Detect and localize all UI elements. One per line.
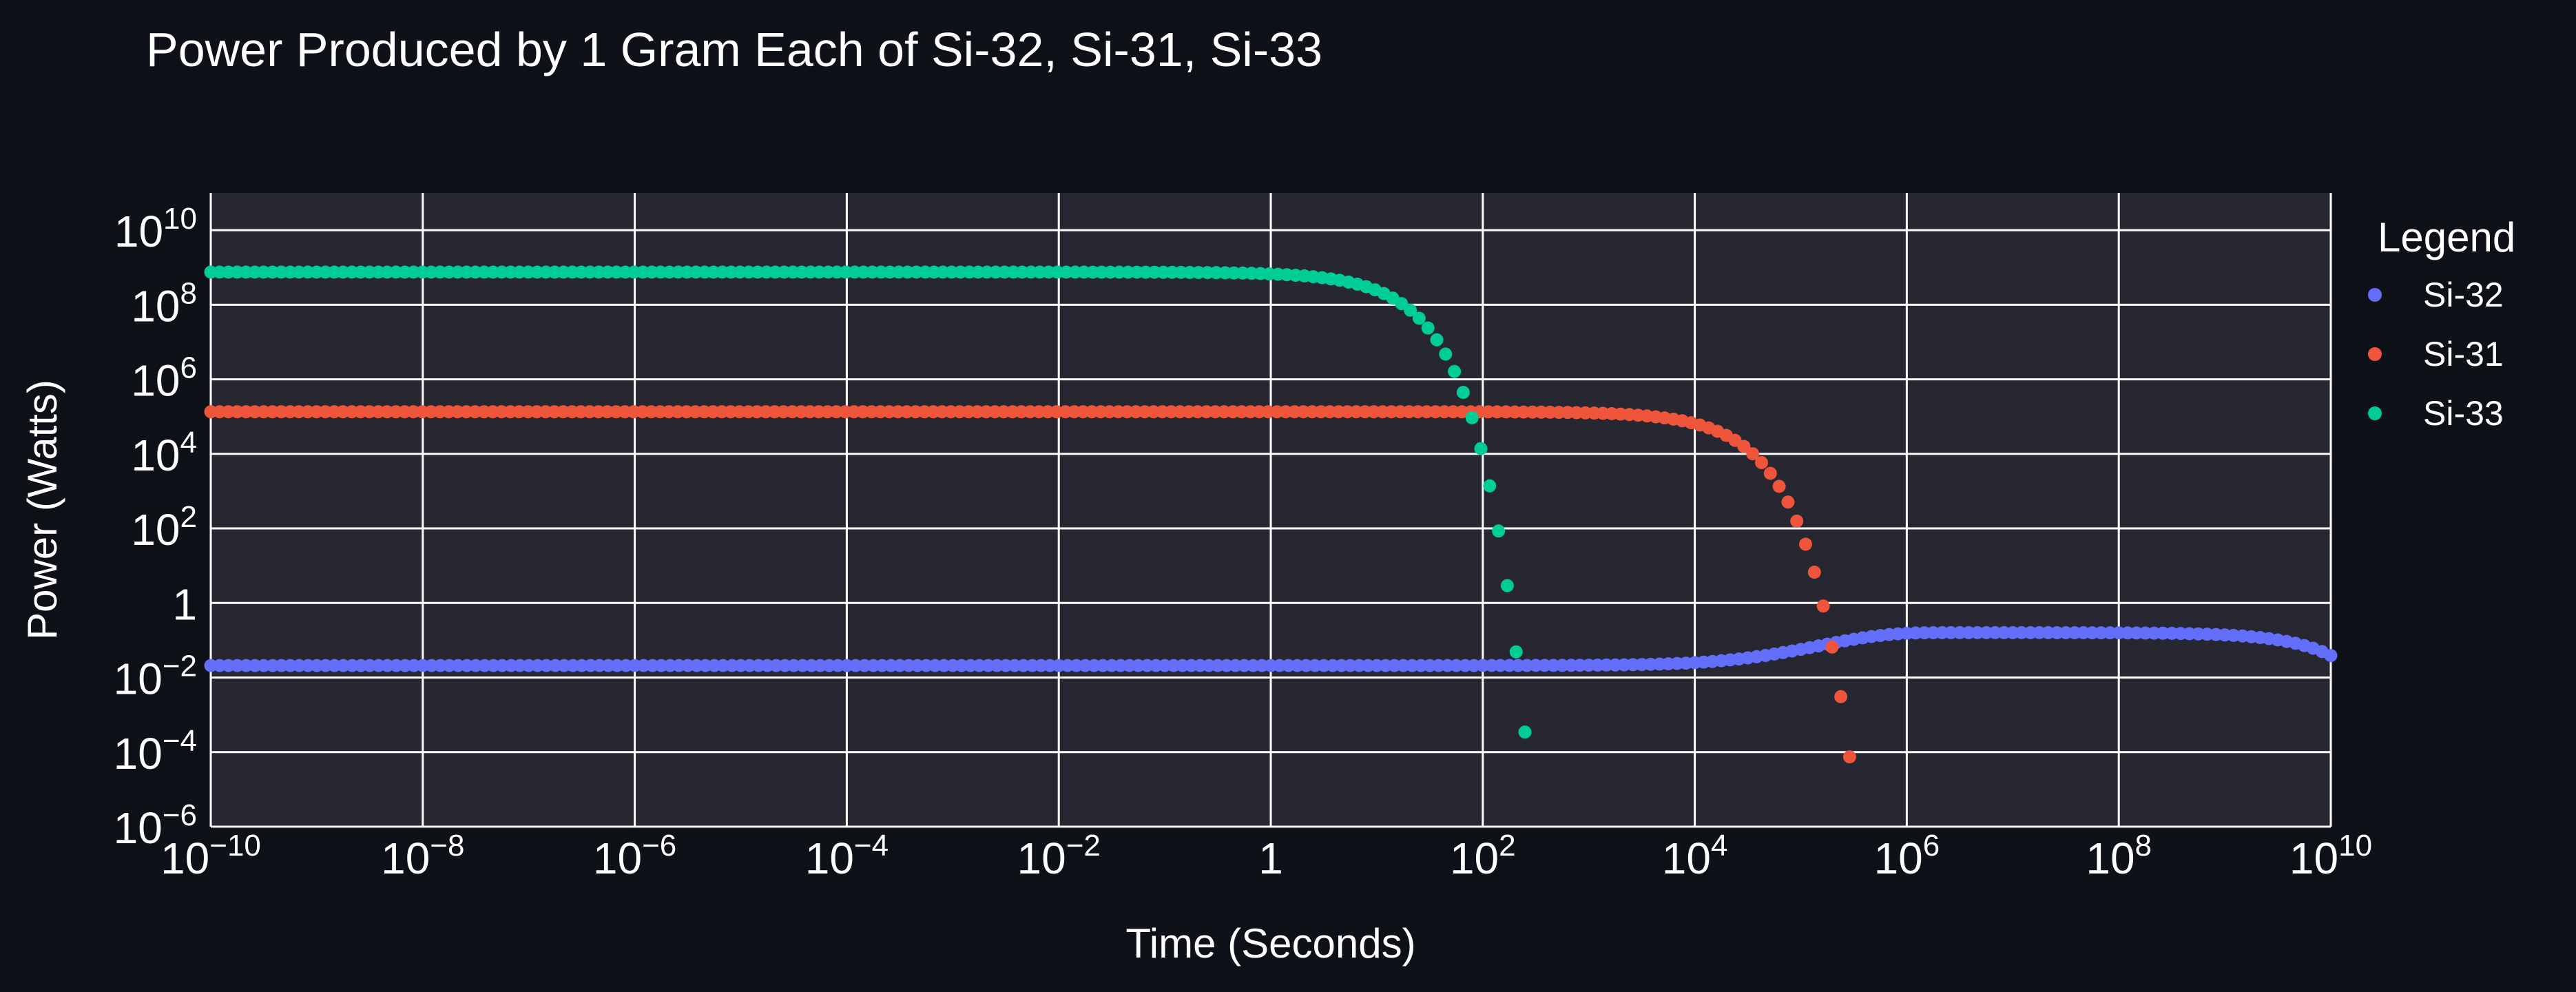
data-point [1500,579,1514,592]
y-tick-label: 1 [172,579,197,629]
data-point [1807,566,1821,579]
data-point [1448,364,1462,378]
data-point [1746,447,1760,461]
data-point [1492,524,1506,538]
data-point [1772,479,1786,493]
legend-marker [2368,347,2382,361]
x-tick-label: 10−4 [805,829,889,883]
series-si-33 [204,265,1532,739]
data-point [1474,442,1488,455]
legend-item: Si-33 [2368,394,2504,433]
legend-label: Si-32 [2423,276,2504,314]
data-point [1518,725,1532,739]
data-point [1799,537,1812,551]
legend-item: Si-31 [2368,335,2504,373]
legend: Legend Si-32 Si-31 Si-33 [2368,214,2515,433]
chart-title: Power Produced by 1 Gram Each of Si-32, … [146,23,1322,76]
data-point [1790,515,1804,528]
y-tick-label: 10−6 [114,798,197,853]
data-point [1842,750,1856,764]
series-si-31 [204,405,1856,764]
data-point [1465,411,1479,424]
series-layer [204,265,2338,764]
x-axis-label: Time (Seconds) [1125,920,1415,967]
data-point [1825,640,1839,654]
legend-label: Si-33 [2423,394,2504,433]
grid [209,193,2332,828]
y-tick-label: 1010 [114,202,197,256]
data-point [1755,456,1768,469]
data-point [1404,303,1417,317]
y-tick-label: 10−4 [114,724,197,778]
data-point [1763,466,1777,480]
y-tick-label: 104 [131,426,197,480]
series-si-32 [204,626,2338,672]
y-tick-label: 106 [131,351,197,406]
x-tick-label: 108 [2086,829,2152,883]
data-point [1816,599,1830,613]
data-point [1439,347,1453,361]
legend-label: Si-31 [2423,335,2504,373]
x-tick-label: 104 [1662,829,1728,883]
data-point [1456,386,1470,400]
data-point [1509,645,1523,659]
y-tick-label: 10−2 [114,650,197,704]
data-point [1737,440,1751,453]
data-point [2324,649,2338,663]
data-point [1781,495,1795,509]
data-point [1430,333,1444,347]
y-tick-label: 108 [131,276,197,331]
x-tick-label: 10−10 [160,829,261,883]
data-point [1412,311,1426,325]
x-tick-label: 1010 [2289,829,2372,883]
legend-item: Si-32 [2368,276,2504,314]
data-point [1834,690,1848,703]
x-tick-label: 102 [1450,829,1516,883]
x-tick-label: 106 [1874,829,1940,883]
y-axis-ticks: 10−6 10−4 10−2 1 102 104 106 108 1010 [114,202,197,853]
data-point [1421,321,1435,335]
x-tick-label: 10−6 [593,829,676,883]
x-axis-ticks: 10−10 10−8 10−6 10−4 10−2 1 102 104 106 108 1010 [160,829,2372,883]
legend-marker [2368,288,2382,302]
x-tick-label: 10−2 [1017,829,1101,883]
data-point [1483,479,1497,493]
x-tick-label: 1 [1258,834,1283,883]
x-tick-label: 10−8 [381,829,464,883]
y-tick-label: 102 [131,500,197,555]
y-axis-label: Power (Watts) [19,380,65,640]
legend-title: Legend [2378,214,2515,260]
legend-marker [2368,406,2382,420]
